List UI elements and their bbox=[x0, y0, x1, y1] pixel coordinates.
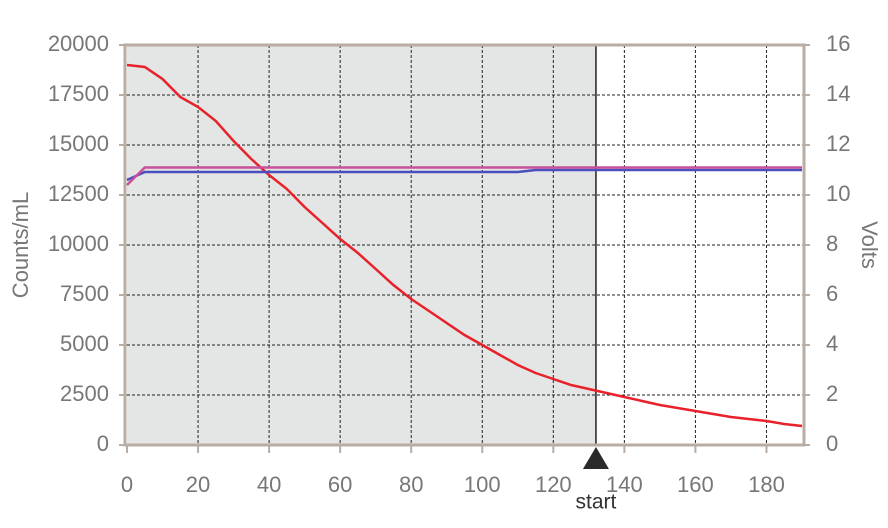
series-line bbox=[126, 166, 802, 186]
series-line bbox=[126, 168, 802, 182]
plot-frame bbox=[123, 43, 806, 447]
y-axis-title: Counts/mL bbox=[8, 192, 33, 298]
y-tick-label: 5000 bbox=[60, 331, 109, 356]
y2-tick-label: 4 bbox=[826, 331, 838, 356]
x-tick-label: 40 bbox=[257, 472, 281, 497]
y2-tick-label: 0 bbox=[826, 431, 838, 456]
y2-tick-label: 14 bbox=[826, 81, 850, 106]
y-tick-label: 15000 bbox=[48, 131, 109, 156]
y-tick-label: 2500 bbox=[60, 381, 109, 406]
y2-tick-label: 6 bbox=[826, 281, 838, 306]
x-tick-label: 140 bbox=[606, 472, 643, 497]
y-tick-label: 7500 bbox=[60, 281, 109, 306]
x-tick-label: 180 bbox=[748, 472, 785, 497]
annotation-label: start bbox=[576, 491, 617, 514]
y-tick-label: 20000 bbox=[48, 31, 109, 56]
y2-tick-label: 10 bbox=[826, 181, 850, 206]
y2-tick-label: 2 bbox=[826, 381, 838, 406]
start-marker bbox=[582, 447, 609, 469]
series-line bbox=[126, 63, 803, 428]
x-tick-label: 0 bbox=[121, 472, 133, 497]
y-tick-label: 10000 bbox=[48, 231, 109, 256]
y-tick-label: 12500 bbox=[48, 181, 109, 206]
y-tick-label: 17500 bbox=[48, 81, 109, 106]
x-tick-label: 160 bbox=[677, 472, 714, 497]
y2-axis-title: Volts bbox=[857, 221, 882, 269]
y2-tick-label: 12 bbox=[826, 131, 850, 156]
x-tick-label: 80 bbox=[399, 472, 423, 497]
y2-tick-label: 8 bbox=[826, 231, 838, 256]
x-tick-label: 60 bbox=[328, 472, 352, 497]
y-tick-label: 0 bbox=[97, 431, 109, 456]
x-tick-label: 100 bbox=[464, 472, 501, 497]
y2-tick-label: 16 bbox=[826, 31, 850, 56]
x-tick-label: 120 bbox=[535, 472, 572, 497]
x-tick-label: 20 bbox=[186, 472, 210, 497]
